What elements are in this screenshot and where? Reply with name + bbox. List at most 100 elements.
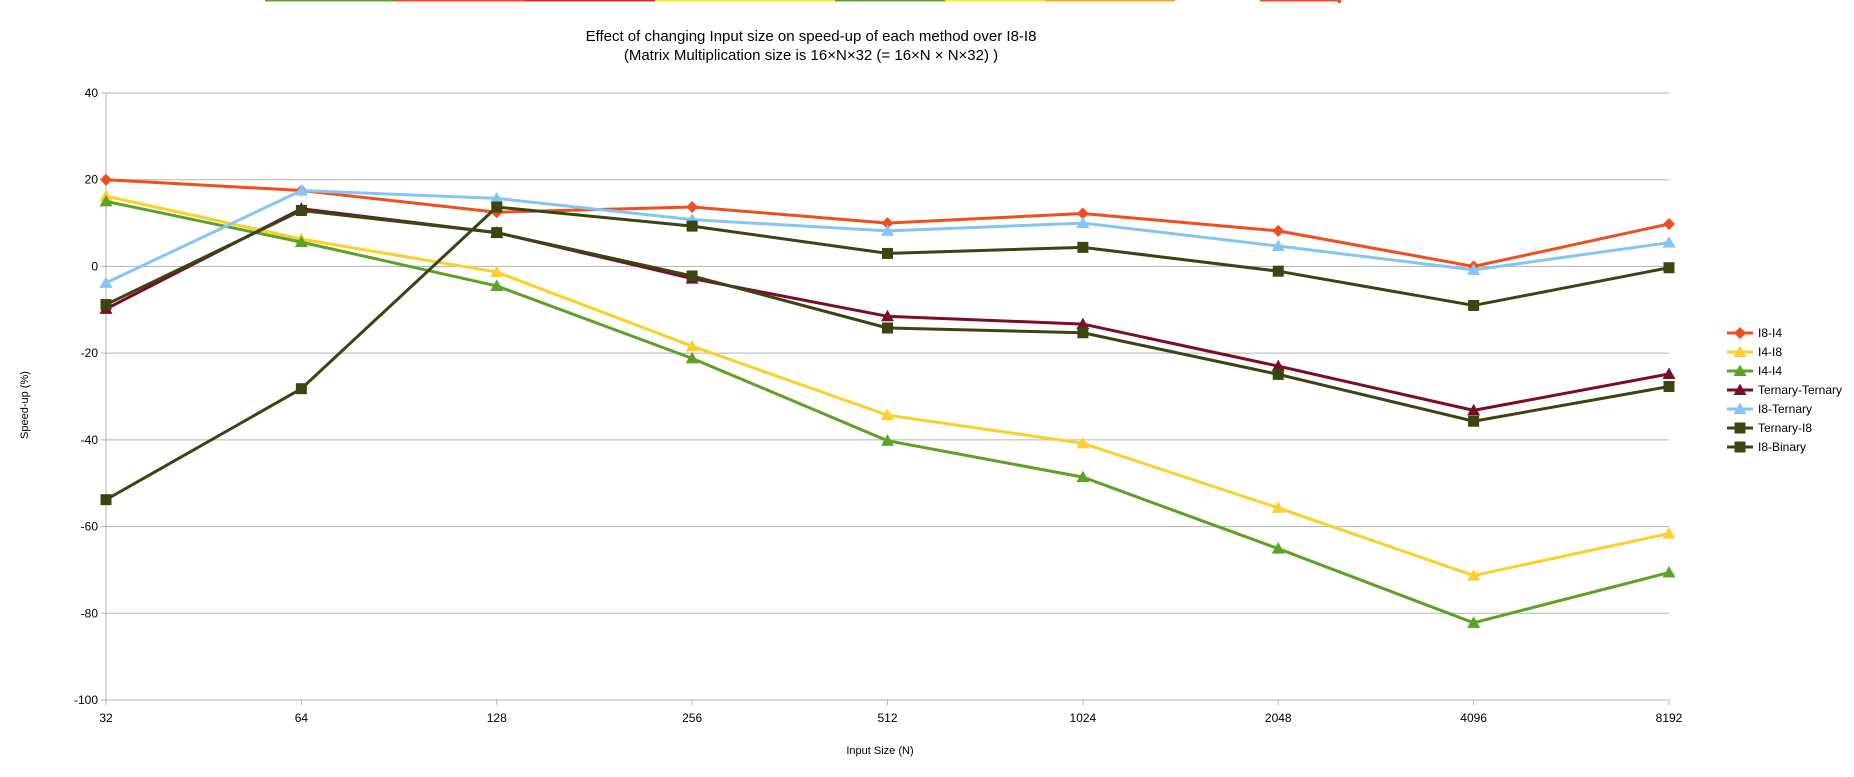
- data-point: [1076, 436, 1090, 449]
- legend-swatch-marker: [1734, 327, 1746, 339]
- series-i8-ternary: [99, 184, 1676, 288]
- chart-subtitle: (Matrix Multiplication size is 16×N×32 (…: [624, 47, 998, 64]
- data-point: [490, 265, 504, 278]
- data-point: [685, 339, 699, 352]
- y-tick-label: 40: [85, 86, 99, 100]
- data-point: [1077, 241, 1089, 253]
- data-point: [1272, 368, 1284, 380]
- x-tick-label: 64: [295, 711, 309, 725]
- legend-item: I4-I4: [1727, 364, 1782, 378]
- strip-segment: [655, 0, 835, 2]
- x-axis-ticks: 32 64 128 256 512 1024 2048 4096 8192: [99, 700, 1683, 725]
- legend-item: I4-I8: [1727, 345, 1782, 359]
- data-point: [99, 276, 113, 288]
- data-point: [1467, 616, 1481, 628]
- x-tick-label: 1024: [1070, 711, 1097, 725]
- legend-label: I4-I8: [1758, 345, 1782, 359]
- y-axis-ticks: 40 20 0 -20 -40 -60 -80 -100: [74, 86, 106, 707]
- data-point: [100, 494, 112, 506]
- data-point: [686, 270, 698, 282]
- data-point: [882, 247, 893, 259]
- data-point: [491, 227, 503, 239]
- data-point: [490, 279, 504, 291]
- series-i8-binary: [100, 201, 1675, 506]
- data-point: [295, 383, 307, 395]
- data-point: [1467, 403, 1481, 416]
- data-point: [1663, 381, 1675, 393]
- y-tick-label: -100: [74, 693, 98, 707]
- data-point: [1077, 327, 1089, 339]
- data-point: [881, 217, 894, 230]
- series-i8-i4: [100, 173, 1675, 273]
- y-tick-label: -60: [81, 520, 99, 534]
- data-point: [1662, 367, 1676, 379]
- legend-label: I8-Ternary: [1758, 402, 1812, 416]
- data-point: [1076, 216, 1090, 229]
- strip-segment: [265, 0, 395, 2]
- top-color-strip: [265, 0, 1341, 3]
- data-point: [294, 184, 308, 196]
- data-point: [1467, 263, 1481, 275]
- strip-segment: [1045, 0, 1175, 2]
- y-tick-label: -80: [81, 606, 99, 620]
- data-point: [1271, 542, 1285, 554]
- x-tick-label: 32: [99, 711, 113, 725]
- strip-segment: [945, 0, 1045, 2]
- data-point: [1467, 569, 1481, 581]
- data-point: [1271, 239, 1285, 252]
- legend-label: I8-Binary: [1758, 440, 1806, 454]
- legend-swatch-marker: [1734, 441, 1746, 453]
- series-i4-i4: [99, 194, 1676, 628]
- series-line: [105, 207, 1670, 412]
- data-point: [881, 309, 894, 322]
- legend-swatch-marker: [1733, 345, 1747, 357]
- legend-swatch-marker: [1733, 402, 1747, 414]
- data-point: [490, 191, 504, 204]
- data-point: [1271, 359, 1285, 372]
- legend-swatch-marker: [1734, 422, 1746, 434]
- data-point: [1662, 566, 1676, 578]
- x-tick-label: 2048: [1265, 711, 1292, 725]
- data-point: [686, 201, 699, 214]
- legend-label: I4-I4: [1758, 364, 1782, 378]
- y-tick-label: 20: [85, 173, 99, 187]
- x-tick-label: 256: [682, 711, 702, 725]
- data-point: [294, 235, 308, 248]
- strip-segment: [835, 0, 945, 2]
- legend-item: Ternary-Ternary: [1727, 383, 1842, 397]
- x-tick-label: 512: [877, 711, 897, 725]
- x-axis-label: Input Size (N): [846, 745, 913, 757]
- legend-label: Ternary-I8: [1758, 421, 1812, 435]
- data-point: [685, 351, 699, 364]
- data-point: [686, 220, 698, 232]
- data-point: [1468, 415, 1480, 427]
- legend-label: Ternary-Ternary: [1758, 383, 1842, 397]
- series-line: [105, 189, 1670, 285]
- data-point: [491, 201, 503, 213]
- y-tick-label: 0: [91, 259, 98, 273]
- data-point: [100, 299, 112, 311]
- data-point: [1663, 217, 1675, 230]
- data-point: [1272, 224, 1285, 237]
- legend-swatch-marker: [1733, 383, 1747, 395]
- legend: I8-I4 I4-I8 I4-I4 Ternary-Ternary I8-Ternary…: [1727, 326, 1842, 454]
- data-point: [881, 408, 894, 421]
- x-tick-label: 4096: [1460, 711, 1487, 725]
- legend-swatch-marker: [1733, 364, 1747, 376]
- data-point: [1076, 317, 1090, 330]
- data-point: [881, 434, 894, 446]
- strip-segment: [1260, 0, 1340, 2]
- y-axis-label: Speed-up (%): [19, 371, 31, 439]
- x-tick-label: 8192: [1656, 711, 1683, 725]
- strip-segment: [1338, 0, 1341, 3]
- legend-item: I8-I4: [1727, 326, 1782, 340]
- y-tick-label: -20: [81, 346, 99, 360]
- data-point: [882, 322, 893, 334]
- legend-label: I8-I4: [1758, 326, 1782, 340]
- data-point: [1271, 501, 1285, 513]
- legend-item: I8-Ternary: [1727, 402, 1812, 416]
- series-group: [99, 173, 1676, 628]
- strip-segment: [525, 0, 655, 2]
- data-point: [100, 173, 112, 186]
- strip-segment: [395, 0, 525, 2]
